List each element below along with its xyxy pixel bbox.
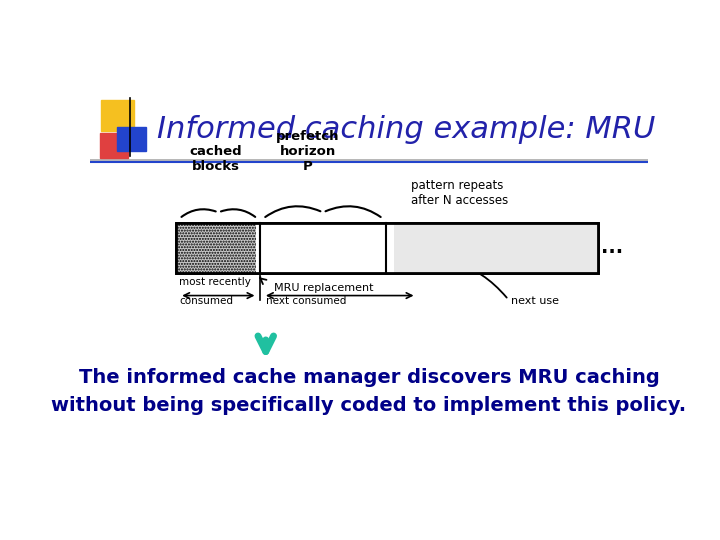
Bar <box>101 100 133 131</box>
Bar <box>386 223 598 273</box>
Text: next consumed: next consumed <box>266 296 346 306</box>
Bar <box>260 223 386 273</box>
Text: Informed caching example: MRU: Informed caching example: MRU <box>157 114 655 144</box>
Text: next use: next use <box>511 295 559 306</box>
Text: cached
blocks: cached blocks <box>189 145 242 173</box>
Text: The informed cache manager discovers MRU caching
without being specifically code: The informed cache manager discovers MRU… <box>51 368 687 415</box>
Bar <box>176 223 260 273</box>
Bar <box>176 223 598 273</box>
Bar <box>256 223 269 273</box>
Text: pattern repeats
after N accesses: pattern repeats after N accesses <box>411 179 508 207</box>
Text: prefetch
horizon
P: prefetch horizon P <box>276 130 339 173</box>
Bar <box>117 127 145 151</box>
Text: consumed: consumed <box>179 296 233 306</box>
Text: MRU replacement: MRU replacement <box>274 283 374 293</box>
Bar <box>100 133 128 158</box>
Bar <box>382 223 394 273</box>
Text: most recently: most recently <box>179 277 251 287</box>
Bar <box>176 223 598 273</box>
Text: ...: ... <box>600 238 623 257</box>
